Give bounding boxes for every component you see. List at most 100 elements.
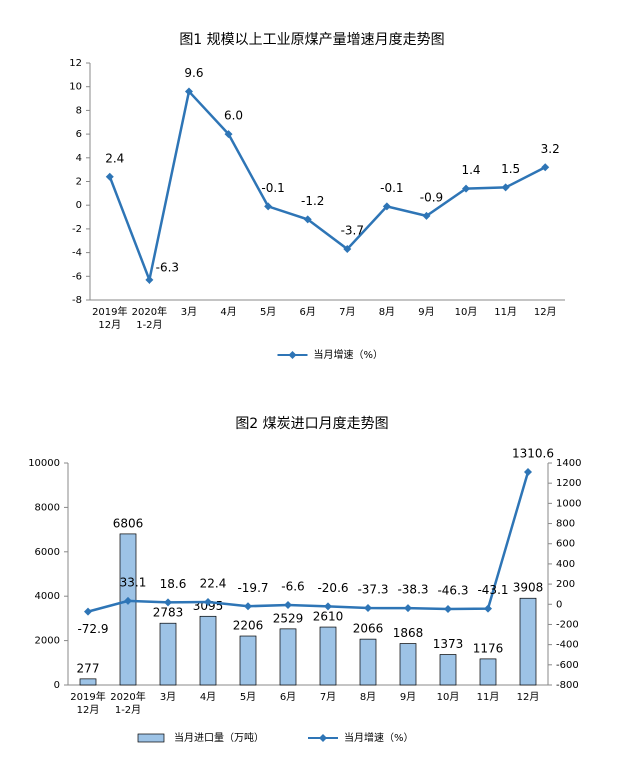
point [264, 202, 273, 211]
point-value-label: 6.0 [224, 109, 243, 123]
point [382, 202, 391, 211]
x-tick-label: 7月 [339, 306, 355, 318]
line [87, 471, 530, 613]
bar-value-label: 2783 [153, 606, 184, 620]
legend-swatch [137, 733, 165, 743]
point [303, 215, 312, 224]
point-value-label: -1.2 [301, 194, 324, 208]
y2-tick-label: -800 [556, 680, 579, 691]
x-tick-label: 10月 [455, 306, 478, 318]
point [164, 598, 172, 607]
bar [199, 615, 217, 686]
point [462, 184, 471, 193]
point-value-label: -37.3 [357, 583, 388, 597]
x-tick-label: 2020年 1-2月 [110, 690, 145, 716]
x-tick-label: 2020年 1-2月 [132, 305, 167, 331]
bar [519, 597, 537, 686]
point-value-label: -3.7 [341, 224, 364, 238]
point-value-label: 33.1 [120, 575, 147, 589]
bar [399, 643, 417, 686]
y2-tick-label: 200 [556, 579, 575, 590]
y2-tick-label: 1400 [556, 458, 581, 469]
bar [319, 626, 337, 686]
point [224, 130, 233, 139]
point-value-label: 1.4 [461, 163, 480, 177]
y2-tick-label: 600 [556, 539, 575, 550]
bar [359, 638, 377, 686]
x-tick-label: 2019年 12月 [70, 690, 105, 716]
point [105, 172, 114, 181]
legend-label: 当月增速（%） [314, 348, 384, 361]
bar-value-label: 2529 [273, 611, 304, 625]
point-value-label: -6.6 [281, 579, 304, 593]
bar-value-label: 3908 [513, 581, 544, 595]
point [524, 468, 532, 477]
bar-value-label: 2610 [313, 610, 344, 624]
y-tick-label: 10000 [28, 458, 60, 469]
point [284, 600, 292, 609]
x-tick-label: 12月 [517, 691, 540, 703]
y2-tick-label: -600 [556, 660, 579, 671]
x-tick-label: 12月 [534, 306, 557, 318]
point [343, 245, 352, 254]
y2-tick-label: 0 [556, 599, 562, 610]
point-value-label: 3.2 [541, 142, 560, 156]
point [204, 598, 212, 607]
point-value-label: -0.1 [261, 181, 284, 195]
point-value-label: -6.3 [156, 260, 179, 274]
point-value-label: -0.1 [380, 181, 403, 195]
y2-tick-label: 800 [556, 519, 575, 530]
point [184, 87, 193, 96]
point [484, 604, 492, 613]
point [404, 604, 412, 613]
y-tick-label: 6 [76, 129, 82, 140]
bar-value-label: 277 [77, 661, 100, 675]
bar-value-label: 1176 [473, 641, 504, 655]
x-tick-label: 11月 [494, 306, 517, 318]
y-tick-label: -6 [72, 271, 82, 282]
point-value-label: -19.7 [237, 581, 268, 595]
bar-value-label: 2206 [233, 619, 264, 633]
y2-tick-label: -200 [556, 619, 579, 630]
point-value-label: 1.5 [501, 162, 520, 176]
x-tick-label: 11月 [477, 691, 500, 703]
point [444, 604, 452, 613]
y2-tick-label: 1000 [556, 498, 581, 509]
x-tick-label: 3月 [181, 306, 197, 318]
bar [239, 635, 257, 686]
bar [279, 628, 297, 686]
x-tick-label: 5月 [240, 691, 256, 703]
point [501, 183, 510, 192]
legend-marker [288, 351, 297, 359]
y-tick-label: 2000 [35, 636, 60, 647]
point [324, 602, 332, 611]
legend-label: 当月进口量（万吨） [174, 731, 264, 744]
x-tick-label: 7月 [320, 691, 336, 703]
bar-value-label: 1373 [433, 637, 464, 651]
point-value-label: 9.6 [184, 66, 203, 80]
bar [439, 654, 457, 686]
point [364, 604, 372, 613]
y-tick-label: 8000 [35, 502, 60, 513]
bar [119, 533, 137, 686]
point [541, 163, 550, 172]
bar-value-label: 1868 [393, 626, 424, 640]
point-value-label: 1310.6 [512, 447, 554, 461]
y-tick-label: 0 [76, 200, 82, 211]
point [244, 602, 252, 611]
y-tick-label: -4 [72, 248, 82, 259]
bar [159, 622, 177, 686]
point [422, 211, 431, 220]
y2-tick-label: -400 [556, 640, 579, 651]
chart-title: 图1 规模以上工业原煤产量增速月度走势图 [179, 32, 444, 48]
y-tick-label: 10 [69, 82, 82, 93]
y-tick-label: 4000 [35, 591, 60, 602]
x-tick-label: 4月 [220, 306, 236, 318]
legend-marker [319, 734, 327, 742]
legend-label: 当月增速（%） [344, 731, 414, 744]
point-value-label: -38.3 [397, 583, 428, 597]
x-tick-label: 6月 [300, 306, 316, 318]
x-tick-label: 2019年 12月 [92, 305, 127, 331]
y-tick-label: -8 [72, 295, 82, 306]
